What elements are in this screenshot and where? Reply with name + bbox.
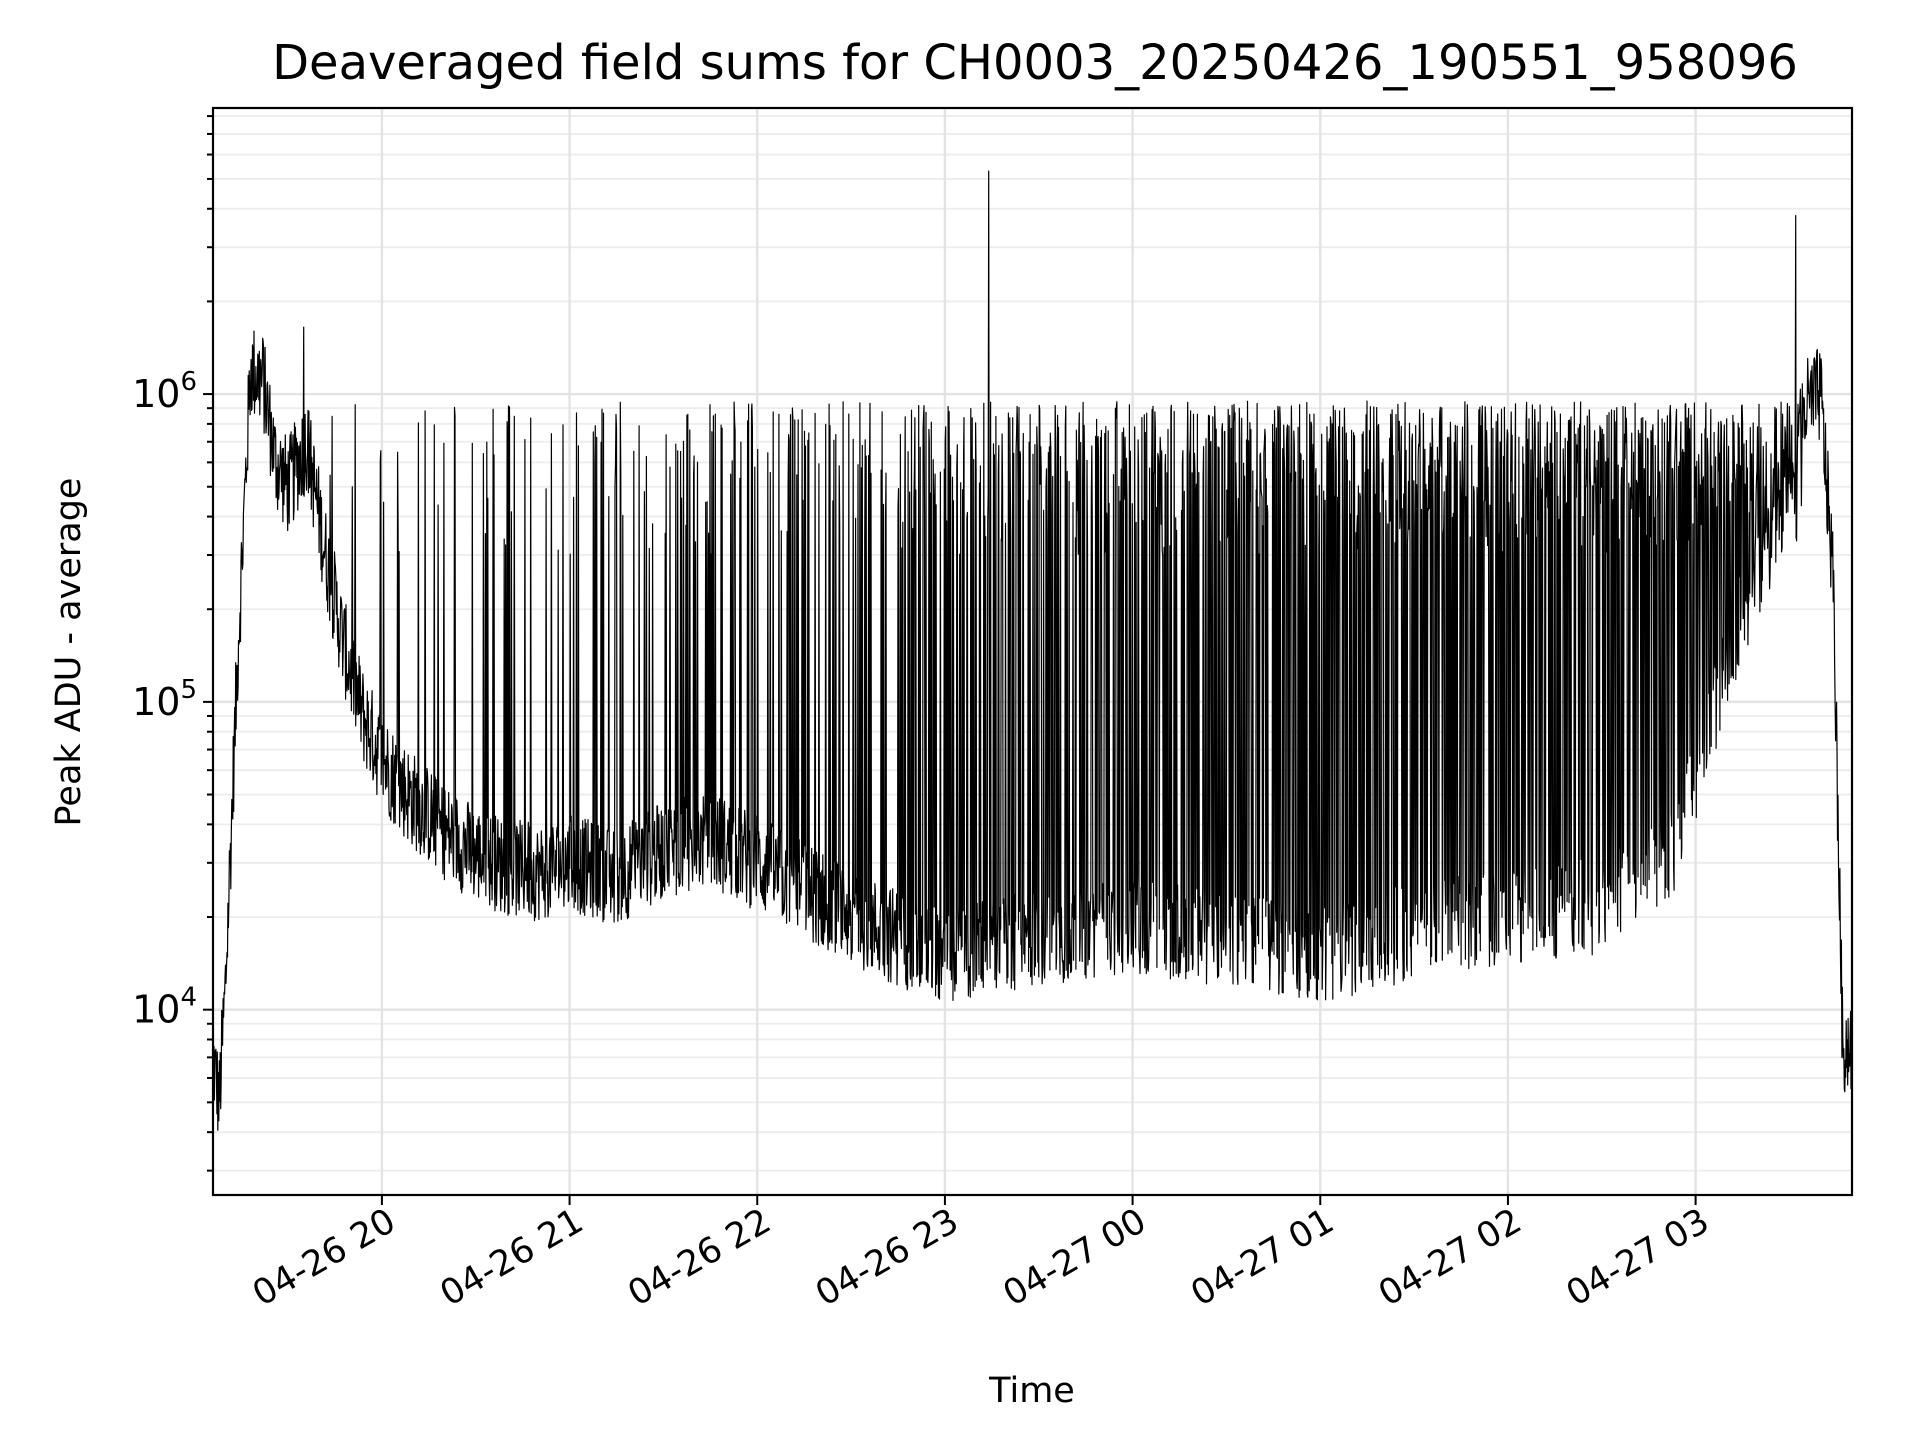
x-tick-label: 04-26 20 bbox=[246, 1201, 402, 1314]
x-tick-label: 04-27 02 bbox=[1372, 1201, 1528, 1314]
y-axis-ticks: 104 105 106 bbox=[132, 115, 213, 1172]
x-tick-label: 04-27 01 bbox=[1184, 1201, 1340, 1314]
plot-frame bbox=[211, 106, 1854, 1197]
chart-title: Deaveraged field sums for CH0003_2025042… bbox=[272, 35, 1798, 91]
y-axis-label: Peak ADU - average bbox=[49, 478, 89, 827]
x-tick-label: 04-26 22 bbox=[621, 1201, 777, 1314]
y-tick-label: 106 bbox=[132, 367, 197, 416]
y-tick-label: 104 bbox=[132, 983, 197, 1032]
series-line-group bbox=[212, 170, 1853, 1131]
x-tick-label: 04-27 03 bbox=[1560, 1201, 1716, 1314]
x-tick-label: 04-26 21 bbox=[434, 1201, 590, 1314]
x-axis-label: Time bbox=[988, 1371, 1075, 1411]
y-tick-label: 105 bbox=[132, 675, 197, 724]
x-tick-label: 04-27 00 bbox=[997, 1201, 1153, 1314]
x-tick-label: 04-26 23 bbox=[809, 1201, 965, 1314]
series-line bbox=[212, 170, 1853, 1131]
x-axis-ticks: 04-26 20 04-26 21 04-26 22 04-26 23 04-27 00… bbox=[246, 1195, 1716, 1314]
